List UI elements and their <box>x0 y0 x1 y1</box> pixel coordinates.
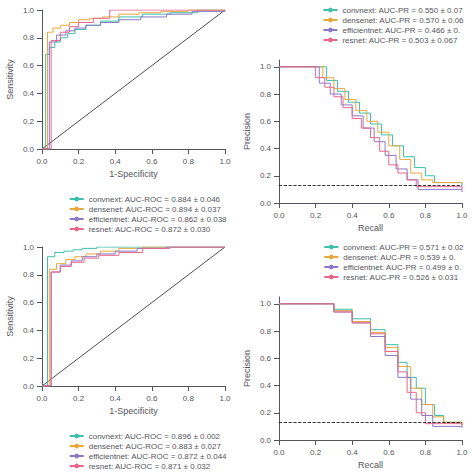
svg-text:densenet: AUC-PR = 0.570 ± 0.0: densenet: AUC-PR = 0.570 ± 0.06 <box>342 16 464 25</box>
svg-text:efficientnet: AUC-ROC = 0.872: efficientnet: AUC-ROC = 0.872 ± 0.044 <box>89 452 227 461</box>
svg-text:0.2: 0.2 <box>73 157 85 166</box>
svg-text:resnet: AUC-ROC = 0.871 ± 0.03: resnet: AUC-ROC = 0.871 ± 0.032 <box>89 462 211 471</box>
svg-text:0.2: 0.2 <box>73 394 85 403</box>
svg-text:0.0: 0.0 <box>273 448 285 457</box>
svg-text:densenet: AUC-ROC = 0.894 ± 0.: densenet: AUC-ROC = 0.894 ± 0.037 <box>89 205 222 214</box>
svg-text:0.2: 0.2 <box>23 117 35 126</box>
svg-text:0.0: 0.0 <box>36 394 48 403</box>
svg-text:resnet: AUC-PR = 0.526 ± 0.031: resnet: AUC-PR = 0.526 ± 0.031 <box>343 273 458 282</box>
svg-text:0.0: 0.0 <box>36 157 48 166</box>
svg-text:resnet: AUC-PR = 0.503 ± 0.067: resnet: AUC-PR = 0.503 ± 0.067 <box>342 36 457 45</box>
svg-text:0.6: 0.6 <box>383 211 395 220</box>
svg-text:convnext: AUC-ROC = 0.884 ± 0.: convnext: AUC-ROC = 0.884 ± 0.046 <box>89 195 221 204</box>
svg-text:0.6: 0.6 <box>383 448 395 457</box>
svg-text:densenet: AUC-ROC = 0.883 ± 0.: densenet: AUC-ROC = 0.883 ± 0.027 <box>89 442 222 451</box>
svg-text:0.8: 0.8 <box>23 33 35 42</box>
svg-text:Sensitivity: Sensitivity <box>5 59 15 100</box>
svg-text:convnext: AUC-ROC = 0.896 ± 0.: convnext: AUC-ROC = 0.896 ± 0.002 <box>89 432 221 441</box>
svg-text:1.0: 1.0 <box>260 62 272 71</box>
svg-text:0.0: 0.0 <box>260 199 272 208</box>
svg-text:0.8: 0.8 <box>260 90 272 99</box>
svg-text:1-Specificity: 1-Specificity <box>109 406 158 416</box>
svg-text:efficientnet: AUC-PR = 0.466 ±: efficientnet: AUC-PR = 0.466 ± 0. <box>342 26 460 35</box>
svg-text:efficientnet: AUC-PR = 0.499 ±: efficientnet: AUC-PR = 0.499 ± 0. <box>343 263 461 272</box>
svg-text:resnet: AUC-ROC = 0.872 ± 0.03: resnet: AUC-ROC = 0.872 ± 0.030 <box>89 225 211 234</box>
svg-text:1.0: 1.0 <box>260 299 272 308</box>
svg-text:0.8: 0.8 <box>183 394 195 403</box>
svg-text:0.4: 0.4 <box>260 144 272 153</box>
svg-text:0.2: 0.2 <box>310 448 322 457</box>
svg-text:0.2: 0.2 <box>23 354 35 363</box>
svg-text:0.2: 0.2 <box>310 211 322 220</box>
svg-text:convnext: AUC-PR = 0.571 ± 0.0: convnext: AUC-PR = 0.571 ± 0.02 <box>343 243 464 252</box>
svg-text:1.0: 1.0 <box>219 394 231 403</box>
svg-text:0.4: 0.4 <box>347 211 359 220</box>
svg-text:1.0: 1.0 <box>456 448 468 457</box>
svg-text:0.0: 0.0 <box>23 382 35 391</box>
svg-text:0.0: 0.0 <box>23 145 35 154</box>
svg-text:Recall: Recall <box>358 223 383 233</box>
svg-text:0.2: 0.2 <box>260 408 272 417</box>
svg-text:0.4: 0.4 <box>347 448 359 457</box>
svg-text:0.6: 0.6 <box>23 298 35 307</box>
svg-text:Recall: Recall <box>358 460 383 470</box>
svg-text:1.0: 1.0 <box>23 243 35 252</box>
svg-text:0.8: 0.8 <box>260 327 272 336</box>
svg-text:1.0: 1.0 <box>456 211 468 220</box>
svg-text:Precision: Precision <box>242 113 252 150</box>
svg-text:0.2: 0.2 <box>260 171 272 180</box>
svg-text:0.0: 0.0 <box>273 211 285 220</box>
svg-text:Precision: Precision <box>242 350 252 387</box>
svg-text:0.6: 0.6 <box>260 354 272 363</box>
svg-text:0.6: 0.6 <box>146 157 158 166</box>
svg-text:convnext: AUC-PR = 0.550 ± 0.0: convnext: AUC-PR = 0.550 ± 0.07 <box>342 6 463 15</box>
svg-text:0.6: 0.6 <box>146 394 158 403</box>
svg-text:0.4: 0.4 <box>260 381 272 390</box>
svg-text:densenet: AUC-PR = 0.539 ± 0.: densenet: AUC-PR = 0.539 ± 0. <box>343 253 455 262</box>
svg-text:efficientnet: AUC-ROC = 0.862: efficientnet: AUC-ROC = 0.862 ± 0.038 <box>89 215 227 224</box>
svg-text:0.4: 0.4 <box>110 394 122 403</box>
svg-text:1-Specificity: 1-Specificity <box>109 169 158 179</box>
svg-text:Sensitivity: Sensitivity <box>5 296 15 337</box>
svg-text:0.4: 0.4 <box>110 157 122 166</box>
svg-text:0.6: 0.6 <box>260 117 272 126</box>
svg-text:0.8: 0.8 <box>23 270 35 279</box>
svg-text:0.6: 0.6 <box>23 61 35 70</box>
svg-text:0.8: 0.8 <box>420 448 432 457</box>
svg-text:0.8: 0.8 <box>420 211 432 220</box>
svg-text:0.4: 0.4 <box>23 326 35 335</box>
svg-text:1.0: 1.0 <box>23 6 35 15</box>
svg-text:0.8: 0.8 <box>183 157 195 166</box>
svg-text:0.0: 0.0 <box>260 436 272 445</box>
svg-text:0.4: 0.4 <box>23 89 35 98</box>
svg-text:1.0: 1.0 <box>219 157 231 166</box>
